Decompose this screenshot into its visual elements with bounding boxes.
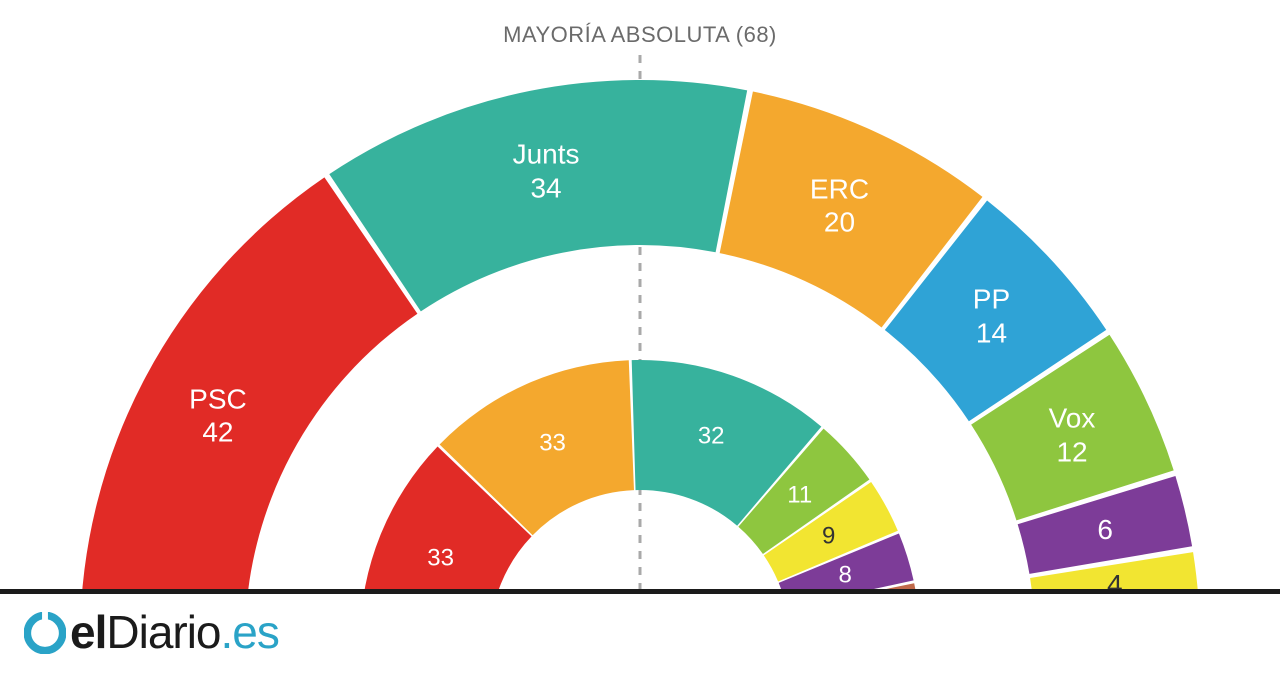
outer-label-psc: PSC42 <box>189 382 247 449</box>
footer-bar: elDiario.es <box>0 589 1280 669</box>
logo-icon <box>24 612 66 654</box>
inner-label-psc: 33 <box>427 545 454 574</box>
logo-text-el: el <box>70 605 106 659</box>
outer-label-erc: ERC20 <box>810 172 869 239</box>
chart-svg <box>0 0 1280 669</box>
publisher-logo: elDiario.es <box>24 605 279 659</box>
logo-text-es: .es <box>221 605 279 659</box>
outer-label-pp: PP14 <box>973 282 1010 349</box>
inner-label-vox: 11 <box>787 482 812 511</box>
outer-label-junts: Junts34 <box>513 138 580 205</box>
outer-label-comuns: 6 <box>1097 513 1113 547</box>
parliament-chart: MAYORÍA ABSOLUTA (68) PSC42 Junts34 ERC20 P… <box>0 0 1280 669</box>
logo-text-diario: Diario <box>106 605 220 659</box>
inner-label-erc: 33 <box>539 429 566 458</box>
outer-label-vox: Vox12 <box>1049 402 1096 469</box>
inner-label-cup: 9 <box>822 522 835 551</box>
inner-label-junts: 32 <box>698 423 725 452</box>
majority-label: MAYORÍA ABSOLUTA (68) <box>503 22 777 48</box>
inner-label-ecp: 8 <box>839 562 852 591</box>
outer-segment-psc <box>80 177 417 638</box>
